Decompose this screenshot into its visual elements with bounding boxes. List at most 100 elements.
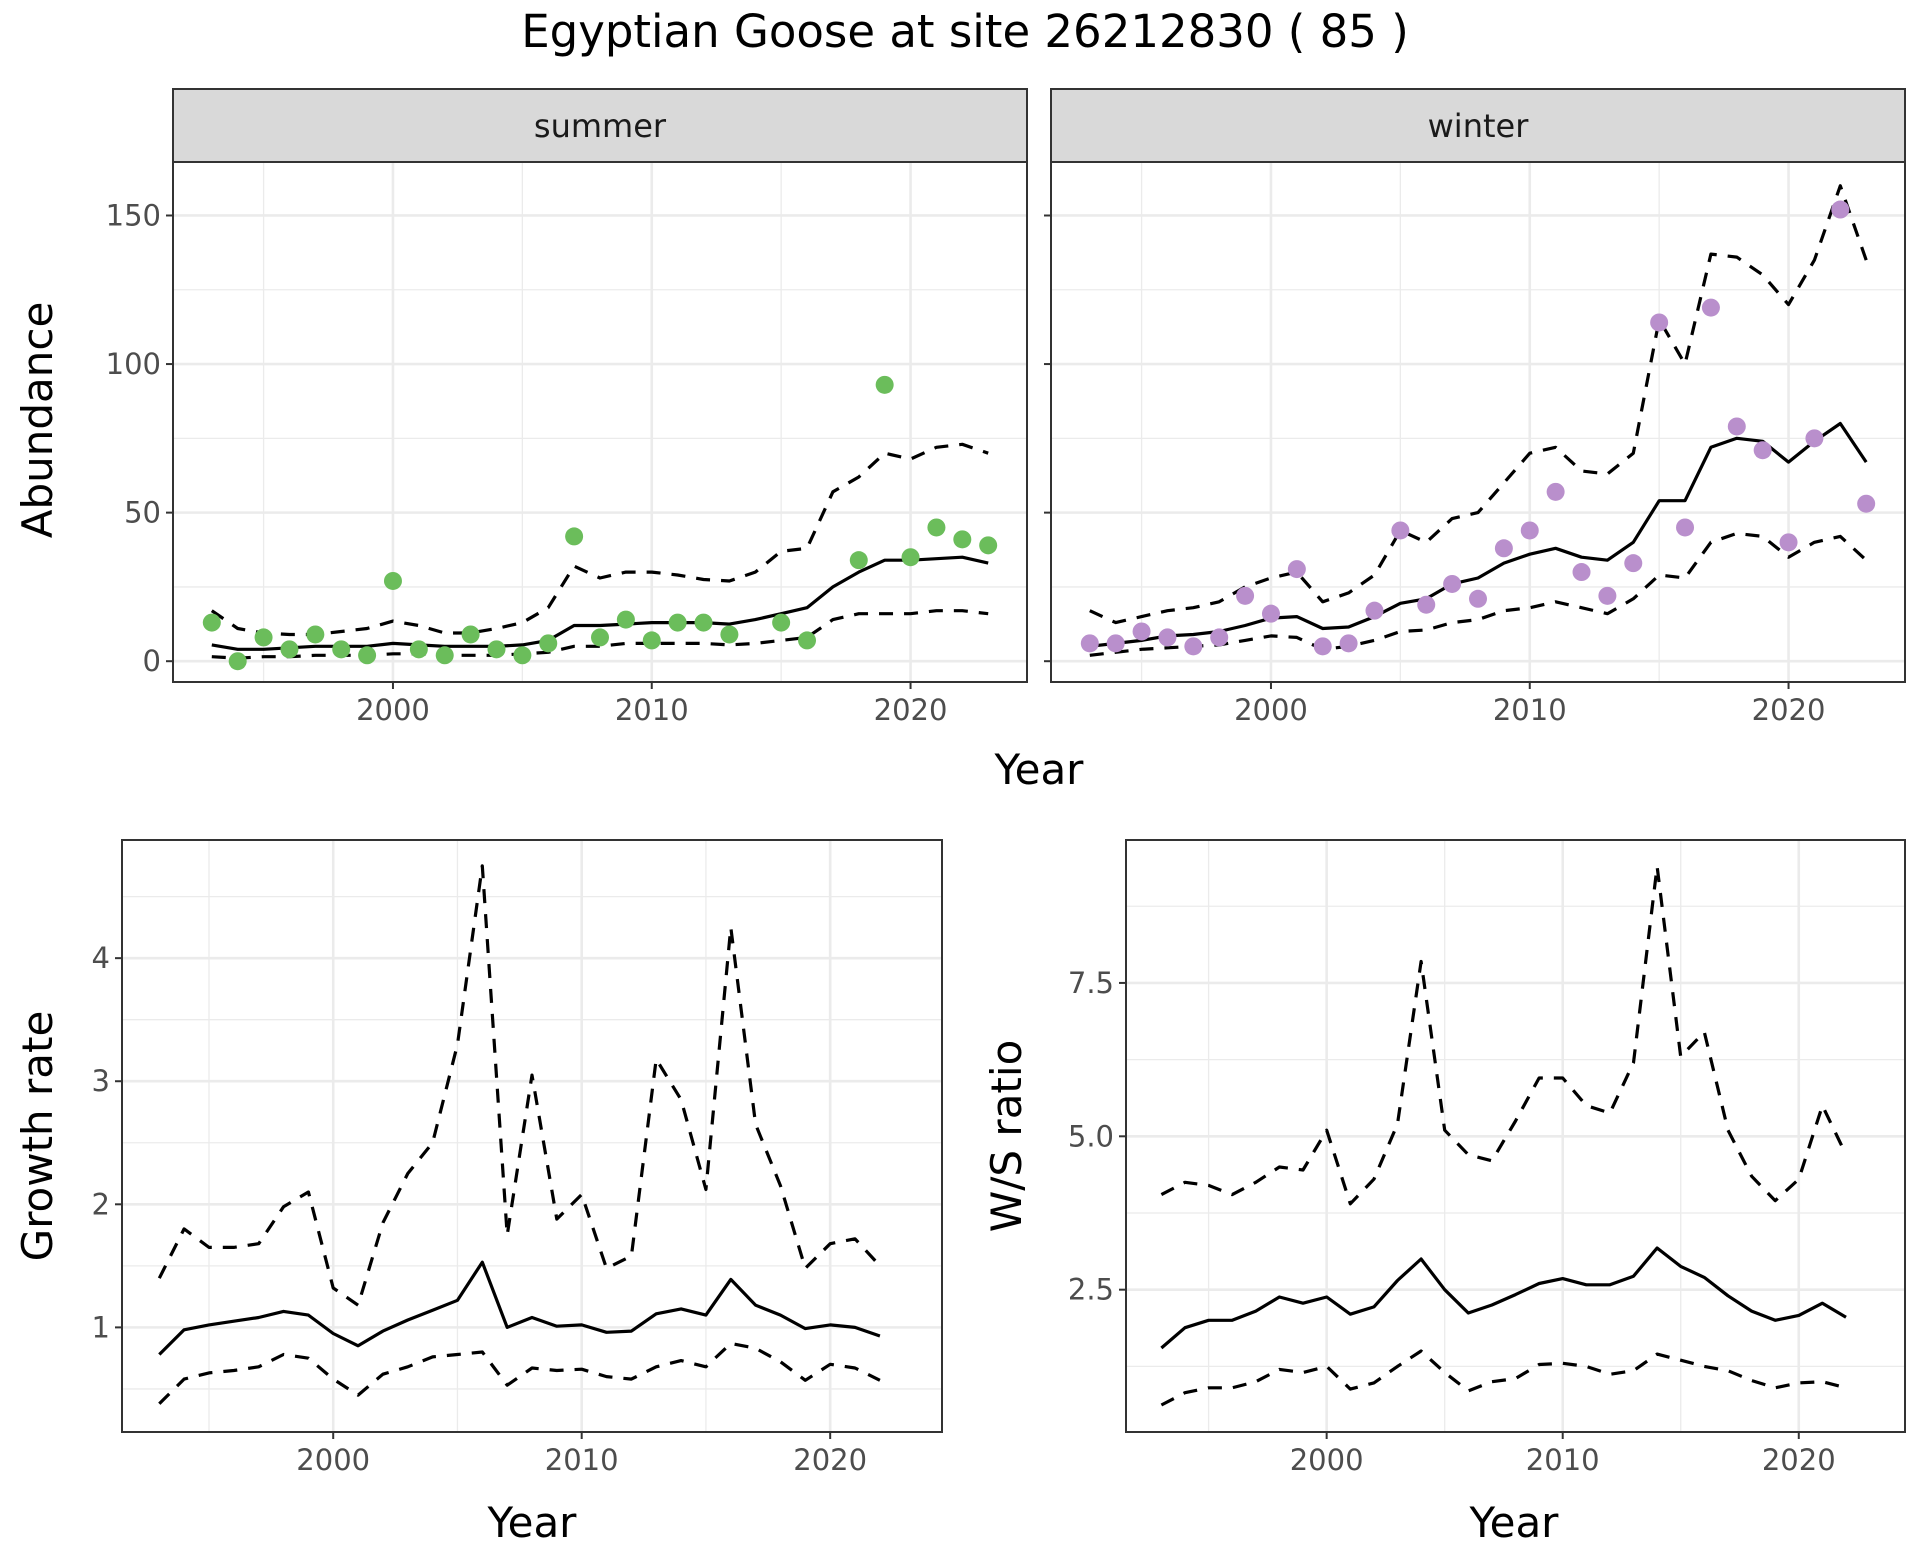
observed-point xyxy=(901,548,920,567)
figure-title: Egyptian Goose at site 26212830 ( 85 ) xyxy=(521,5,1409,58)
observed-point xyxy=(280,640,299,659)
observed-point xyxy=(1313,637,1332,656)
observed-point xyxy=(953,530,972,549)
observed-point xyxy=(1520,521,1539,540)
xlabel-ws-ratio: Year xyxy=(1469,1498,1560,1547)
observed-point xyxy=(1727,417,1746,436)
panel-summer: summer 2000 2010 2020 0 50 100 150 Abundance xyxy=(13,88,1028,727)
x-tick-label: 2000 xyxy=(1290,1443,1364,1477)
y-tick-label: 5.0 xyxy=(1068,1119,1114,1153)
upper-line xyxy=(157,864,882,1307)
estimate-line xyxy=(158,1260,881,1356)
observed-point xyxy=(1443,574,1462,593)
y-tick-label: 3 xyxy=(92,1064,110,1098)
strip-label-summer: summer xyxy=(534,107,667,145)
observed-point xyxy=(720,625,739,644)
x-tick-label: 2020 xyxy=(1762,1443,1836,1477)
estimate-line xyxy=(1160,1246,1847,1350)
x-tick-label: 2000 xyxy=(1234,693,1308,727)
panel-winter: winter 2000 2010 2020 xyxy=(1044,88,1906,727)
observed-point xyxy=(1210,628,1229,647)
observed-point xyxy=(461,625,480,644)
observed-point xyxy=(1261,604,1280,623)
observed-point xyxy=(1158,628,1177,647)
observed-point xyxy=(1650,313,1669,332)
y-tick-label: 1 xyxy=(92,1310,110,1344)
observed-point xyxy=(1598,586,1617,605)
observed-point xyxy=(849,551,868,570)
y-tick-label: 100 xyxy=(106,347,161,381)
plot-winter: 2000 2010 2020 xyxy=(1044,161,1906,727)
observed-point xyxy=(591,628,609,647)
observed-point xyxy=(1546,482,1565,501)
observed-point xyxy=(1339,634,1358,653)
x-tick-label: 2000 xyxy=(296,1443,370,1477)
y-tick-label: 2 xyxy=(92,1187,110,1221)
observed-point xyxy=(254,628,273,647)
observed-point xyxy=(1494,539,1513,558)
panel-border xyxy=(1050,161,1906,683)
panel-border xyxy=(121,839,943,1433)
observed-point xyxy=(1132,622,1151,641)
x-tick-label: 2020 xyxy=(1752,693,1826,727)
ylabel-growth: Growth rate xyxy=(13,1011,62,1262)
x-tick-label: 2020 xyxy=(793,1443,867,1477)
observed-point xyxy=(1572,563,1591,582)
observed-point xyxy=(927,518,946,537)
observed-point xyxy=(772,613,791,632)
observed-point xyxy=(383,571,402,590)
observed-point xyxy=(306,625,325,644)
observed-point xyxy=(1469,589,1487,608)
y-tick-label: 2.5 xyxy=(1068,1273,1114,1307)
observed-point xyxy=(1184,637,1203,656)
observed-point xyxy=(332,640,351,659)
observed-point xyxy=(1080,634,1099,653)
observed-point xyxy=(202,613,221,632)
observed-point xyxy=(616,610,635,629)
plot-ws-ratio: 2000 2010 2020 2.5 5.0 7.5 xyxy=(1068,839,1906,1477)
observed-point xyxy=(694,613,713,632)
observed-point xyxy=(1365,601,1384,620)
observed-point xyxy=(1106,634,1125,653)
observed-point xyxy=(1236,586,1255,605)
observed-point xyxy=(1857,494,1876,513)
observed-point xyxy=(1753,441,1772,460)
strip-label-winter: winter xyxy=(1428,107,1530,145)
plot-summer: 2000 2010 2020 0 50 100 150 xyxy=(106,161,1028,727)
observed-point xyxy=(798,631,817,650)
series-group xyxy=(1080,184,1876,657)
observed-point xyxy=(1805,429,1824,448)
y-tick-label: 150 xyxy=(106,198,161,232)
y-tick-label: 0 xyxy=(143,644,161,678)
observed-point xyxy=(409,640,428,659)
x-tick-label: 2010 xyxy=(1493,693,1567,727)
observed-point xyxy=(1417,595,1436,614)
observed-point xyxy=(228,652,247,671)
upper-line xyxy=(1089,184,1868,625)
observed-point xyxy=(642,631,661,650)
observed-point xyxy=(1779,533,1798,552)
observed-point xyxy=(1287,560,1306,579)
observed-point xyxy=(1701,298,1720,317)
x-tick-label: 2010 xyxy=(1526,1443,1600,1477)
ylabel-abundance: Abundance xyxy=(13,302,62,539)
y-tick-label: 50 xyxy=(124,496,161,530)
observed-point xyxy=(513,646,532,665)
panel-ws-ratio: 2000 2010 2020 2.5 5.0 7.5 W/S ratio Year xyxy=(982,839,1906,1547)
observed-point xyxy=(487,640,506,659)
x-tick-label: 2000 xyxy=(356,693,430,727)
lower-line xyxy=(158,1341,881,1405)
observed-point xyxy=(565,527,584,546)
upper-line xyxy=(210,442,989,637)
x-tick-label: 2010 xyxy=(545,1443,619,1477)
series-group xyxy=(157,864,882,1405)
series-group xyxy=(1160,864,1848,1407)
observed-point xyxy=(1831,200,1850,219)
observed-point xyxy=(668,613,687,632)
panel-border xyxy=(172,161,1028,683)
upper-line xyxy=(1160,864,1848,1206)
panel-growth: 2000 2010 2020 1 2 3 4 Growth rate Year xyxy=(13,839,943,1547)
xlabel-top: Year xyxy=(994,745,1085,794)
observed-point xyxy=(979,536,998,555)
lower-line xyxy=(1160,1349,1847,1407)
